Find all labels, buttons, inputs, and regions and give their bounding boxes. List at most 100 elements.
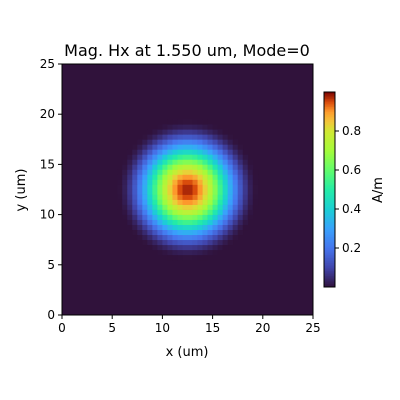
colorbar-segment <box>324 161 335 164</box>
heatmap-cell <box>132 184 138 190</box>
heatmap-cell <box>187 199 193 205</box>
heatmap-cell <box>247 174 254 180</box>
heatmap-cell <box>177 184 183 190</box>
colorbar-segment <box>324 267 335 270</box>
heatmap-cell <box>212 184 218 190</box>
heatmap-cell <box>142 199 148 205</box>
heatmap-cell <box>237 204 244 210</box>
heatmap-cell <box>147 129 153 135</box>
heatmap-cells <box>62 64 313 315</box>
colorbar-segment <box>324 254 335 257</box>
heatmap-cell <box>207 134 213 140</box>
heatmap-cell <box>222 149 229 155</box>
heatmap-cell <box>222 154 229 160</box>
heatmap-cell <box>152 204 158 210</box>
heatmap-cell <box>222 129 229 135</box>
heatmap-cell <box>157 189 163 195</box>
heatmap-cell <box>152 129 158 135</box>
heatmap-cell <box>177 139 183 145</box>
colorbar-segment <box>324 270 335 273</box>
heatmap-cell <box>122 159 128 165</box>
colorbar-segment <box>324 155 335 158</box>
heatmap-cell <box>212 224 218 231</box>
heatmap-cell <box>122 194 128 200</box>
colorbar-segment <box>324 241 335 244</box>
heatmap-cell <box>192 194 198 200</box>
heatmap-cell <box>142 144 148 150</box>
colorbar-segment <box>324 119 335 122</box>
heatmap-cell <box>217 239 223 246</box>
heatmap-cell <box>167 239 173 246</box>
heatmap-cell <box>147 164 153 170</box>
heatmap-cell <box>237 159 244 165</box>
heatmap-cell <box>177 154 183 160</box>
colorbar-tick-label: 0.2 <box>342 241 361 255</box>
colorbar-segment <box>324 231 335 234</box>
heatmap-cell <box>182 204 188 210</box>
heatmap-cell <box>137 174 143 180</box>
heatmap-cell <box>217 184 223 190</box>
heatmap-cell <box>237 164 244 170</box>
heatmap-cell <box>162 129 168 135</box>
heatmap-cell <box>197 229 203 236</box>
heatmap-cell <box>197 214 203 220</box>
colorbar-segment <box>324 131 335 134</box>
y-axis: 0 5 10 15 20 25 <box>40 57 62 322</box>
heatmap-cell <box>202 124 208 130</box>
heatmap-cell <box>142 229 148 236</box>
heatmap-cell <box>172 229 178 236</box>
heatmap-cell <box>182 129 188 135</box>
colorbar-frame <box>323 91 336 288</box>
heatmap-cell <box>227 219 234 225</box>
heatmap-cell <box>237 189 244 195</box>
heatmap-cell <box>242 164 249 170</box>
heatmap-cell <box>212 139 218 145</box>
heatmap-cell <box>127 224 133 231</box>
colorbar-segment <box>324 192 335 195</box>
y-tick-label: 10 <box>40 208 55 222</box>
heatmap-cell <box>197 174 203 180</box>
heatmap-cell <box>217 194 223 200</box>
colorbar-segment <box>324 113 335 116</box>
heatmap-cell <box>182 159 188 165</box>
heatmap-cell <box>192 164 198 170</box>
heatmap-cell <box>192 224 198 231</box>
heatmap-cell <box>137 179 143 185</box>
heatmap-cell <box>162 209 168 215</box>
colorbar-segment <box>324 129 335 132</box>
heatmap-cell <box>232 179 239 185</box>
heatmap-cell <box>137 164 143 170</box>
heatmap-cell <box>207 159 213 165</box>
colorbar-segment <box>324 252 335 255</box>
heatmap-cell <box>182 249 188 256</box>
heatmap-cell <box>202 244 208 251</box>
colorbar-segment <box>324 158 335 161</box>
heatmap-cell <box>167 219 173 225</box>
heatmap-cell <box>252 204 259 210</box>
colorbar-segment <box>324 204 335 207</box>
heatmap-cell <box>157 199 163 205</box>
colorbar-segment <box>324 148 335 151</box>
heatmap-cell <box>192 214 198 220</box>
colorbar-segment <box>324 168 335 171</box>
heatmap-cell <box>242 174 249 180</box>
heatmap-cell <box>137 139 143 145</box>
heatmap-cell <box>197 144 203 150</box>
heatmap-cell <box>177 234 183 241</box>
heatmap-cell <box>147 159 153 165</box>
heatmap-cell <box>187 124 193 130</box>
heatmap-cell <box>212 159 218 165</box>
heatmap-cell <box>162 244 168 251</box>
colorbar-segment <box>324 153 335 156</box>
heatmap-cell <box>177 219 183 225</box>
heatmap-cell <box>187 139 193 145</box>
heatmap-cell <box>157 149 163 155</box>
heatmap-cell <box>117 189 123 195</box>
colorbar-segment <box>324 184 335 187</box>
heatmap-cell <box>152 229 158 236</box>
colorbar-segment <box>324 189 335 192</box>
heatmap-cell <box>152 139 158 145</box>
heatmap-cell <box>217 144 223 150</box>
heatmap-cell <box>117 204 123 210</box>
heatmap-cell <box>192 239 198 246</box>
